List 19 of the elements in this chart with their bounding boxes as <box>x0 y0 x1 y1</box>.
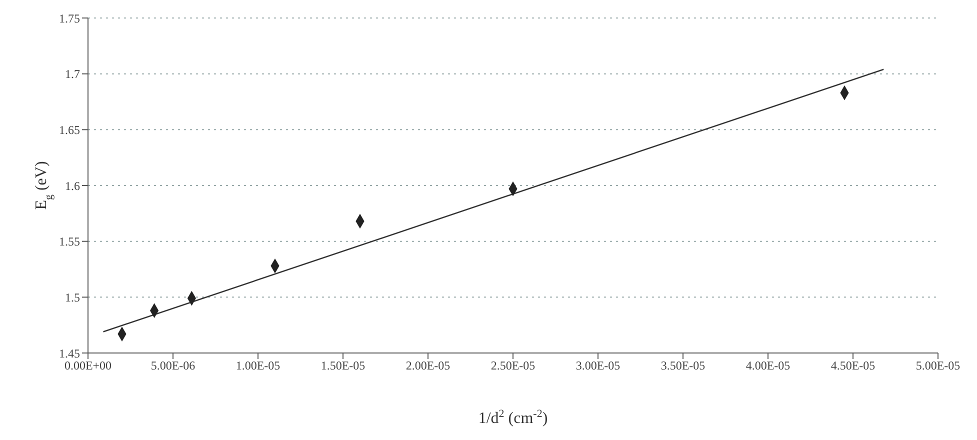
y-tick-label: 1.45 <box>59 346 80 360</box>
x-tick-label: 0.00E+00 <box>64 358 112 373</box>
y-tick-label: 1.65 <box>59 122 80 137</box>
x-tick-label: 1.00E-05 <box>236 358 280 373</box>
x-tick-label: 3.00E-05 <box>576 358 620 373</box>
y-tick-label: 1.7 <box>65 67 80 82</box>
y-tick-label: 1.75 <box>59 11 80 26</box>
x-tick-label: 1.50E-05 <box>320 358 366 373</box>
x-tick-label: 2.50E-05 <box>490 358 536 373</box>
x-tick-label: 4.00E-05 <box>746 358 790 373</box>
y-tick-label: 1.5 <box>65 290 80 304</box>
y-tick-label: 1.55 <box>59 234 80 249</box>
x-tick-label: 2.00E-05 <box>406 358 450 373</box>
y-tick-label: 1.6 <box>65 178 80 193</box>
x-tick-label: 4.50E-05 <box>830 358 876 373</box>
x-axis-title: 1/d$^{2}$ (cm$^{-2}$) <box>478 408 548 427</box>
x-tick-label: 5.00E-05 <box>916 358 960 373</box>
x-tick-label: 3.50E-05 <box>660 358 706 373</box>
x-tick-label: 5.00E-06 <box>150 358 196 373</box>
